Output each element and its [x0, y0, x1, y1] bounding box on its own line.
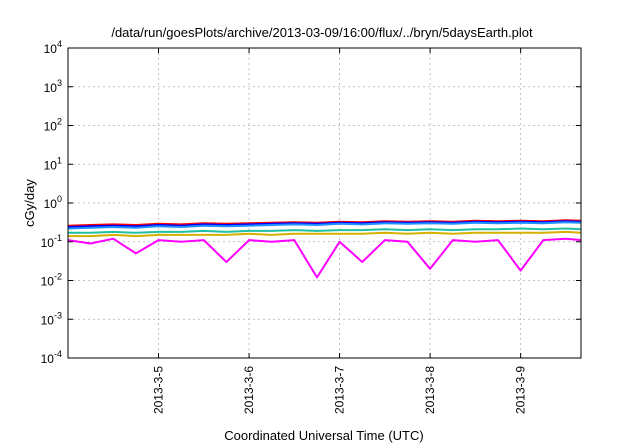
y-tick-label: 10-3 [41, 310, 62, 327]
y-tick-label: 10-4 [41, 349, 62, 366]
y-tick-label: 101 [44, 155, 62, 172]
x-tick-label: 2013-3-5 [152, 366, 166, 414]
y-tick-label: 100 [44, 194, 62, 211]
x-tick-label: 2013-3-6 [242, 366, 256, 414]
grid [68, 47, 581, 359]
x-axis-label: Coordinated Universal Time (UTC) [224, 428, 423, 443]
x-tick-label: 2013-3-7 [333, 366, 347, 414]
x-tick-label: 2013-3-8 [423, 366, 437, 414]
y-tick-label: 103 [44, 78, 62, 95]
series-line-6 [67, 237, 582, 279]
series-line-3 [67, 221, 582, 230]
y-tick-label: 102 [44, 117, 62, 134]
series-line-2 [67, 220, 582, 228]
y-tick-label: 10-2 [41, 272, 62, 289]
x-tick-label: 2013-3-9 [514, 366, 528, 414]
y-tick-label: 104 [44, 39, 62, 56]
x-axis: 2013-3-5 2013-3-6 2013-3-7 2013-3-8 2013-3-9 [152, 48, 528, 414]
series-line-5 [68, 230, 582, 238]
series-lines [67, 219, 582, 279]
y-axis: 10-4 10-3 10-2 10-1 100 101 102 103 104 [41, 39, 581, 366]
series-line-4 [68, 227, 582, 234]
y-axis-label: cGy/day [22, 179, 37, 227]
y-tick-label: 10-1 [41, 233, 62, 250]
chart-title: /data/run/goesPlots/archive/2013-03-09/1… [111, 25, 533, 40]
